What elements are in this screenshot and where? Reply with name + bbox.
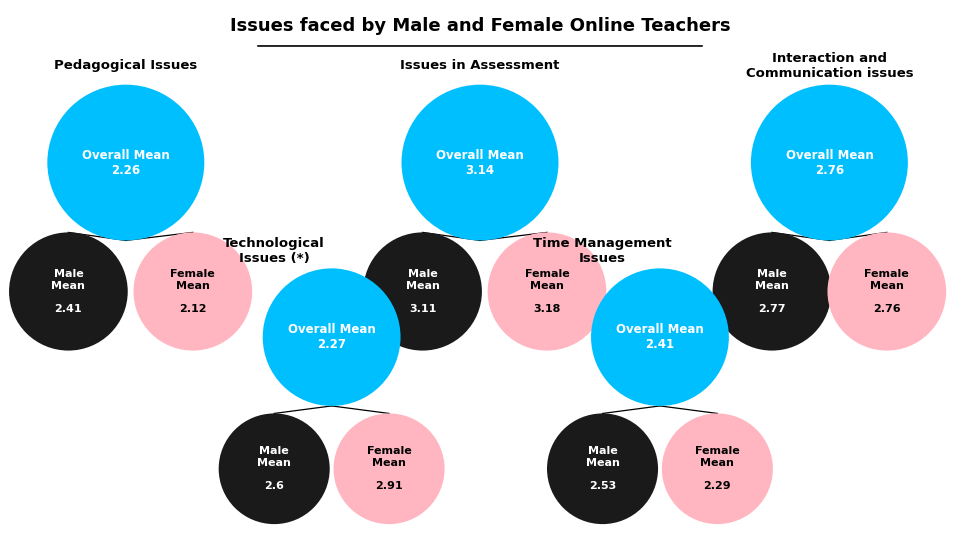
Ellipse shape xyxy=(363,232,482,350)
Ellipse shape xyxy=(333,414,444,524)
Text: Female
Mean

2.29: Female Mean 2.29 xyxy=(695,447,740,491)
Text: Male
Mean

3.11: Male Mean 3.11 xyxy=(406,269,440,314)
Text: Interaction and
Communication issues: Interaction and Communication issues xyxy=(746,52,913,80)
Text: Male
Mean

2.53: Male Mean 2.53 xyxy=(586,447,619,491)
Ellipse shape xyxy=(661,414,773,524)
Ellipse shape xyxy=(712,232,831,350)
Ellipse shape xyxy=(133,232,252,350)
Text: Overall Mean
3.14: Overall Mean 3.14 xyxy=(436,148,524,177)
Ellipse shape xyxy=(47,85,204,240)
Text: Overall Mean
2.27: Overall Mean 2.27 xyxy=(288,323,375,351)
Text: Male
Mean

2.41: Male Mean 2.41 xyxy=(52,269,85,314)
Ellipse shape xyxy=(751,85,908,240)
Text: Male
Mean

2.6: Male Mean 2.6 xyxy=(257,447,291,491)
Text: Technological
Issues (*): Technological Issues (*) xyxy=(224,237,325,265)
Text: Issues in Assessment: Issues in Assessment xyxy=(400,59,560,72)
Text: Female
Mean

2.12: Female Mean 2.12 xyxy=(171,269,215,314)
Text: Overall Mean
2.76: Overall Mean 2.76 xyxy=(785,148,874,177)
Text: Male
Mean

2.77: Male Mean 2.77 xyxy=(755,269,789,314)
Ellipse shape xyxy=(9,232,128,350)
Text: Overall Mean
2.41: Overall Mean 2.41 xyxy=(616,323,704,351)
Text: Female
Mean

3.18: Female Mean 3.18 xyxy=(524,269,569,314)
Ellipse shape xyxy=(401,85,559,240)
Text: Pedagogical Issues: Pedagogical Issues xyxy=(54,59,198,72)
Ellipse shape xyxy=(547,414,658,524)
Text: Female
Mean

2.76: Female Mean 2.76 xyxy=(864,269,909,314)
Text: Issues faced by Male and Female Online Teachers: Issues faced by Male and Female Online T… xyxy=(229,17,731,35)
Ellipse shape xyxy=(591,268,729,406)
Text: Overall Mean
2.26: Overall Mean 2.26 xyxy=(82,148,170,177)
Text: Time Management
Issues: Time Management Issues xyxy=(533,237,672,265)
Ellipse shape xyxy=(263,268,400,406)
Ellipse shape xyxy=(828,232,947,350)
Text: Female
Mean

2.91: Female Mean 2.91 xyxy=(367,447,412,491)
Ellipse shape xyxy=(219,414,329,524)
Ellipse shape xyxy=(488,232,607,350)
